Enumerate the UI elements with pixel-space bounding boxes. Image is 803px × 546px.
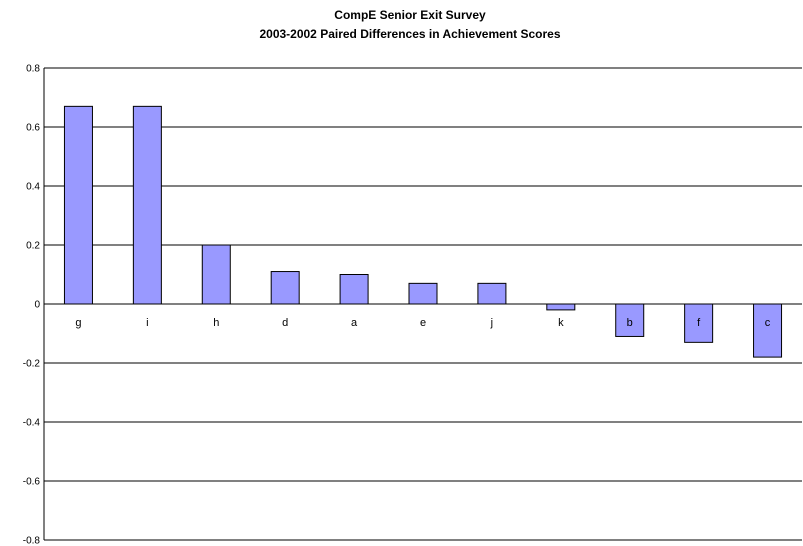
bar: [684, 303, 714, 343]
bar: [339, 274, 369, 305]
y-tick-label: 0.4: [26, 182, 40, 193]
category-label: f: [697, 317, 701, 329]
category-label: e: [420, 317, 426, 329]
category-label: i: [146, 317, 148, 329]
y-tick-label: 0.6: [26, 123, 40, 134]
bar: [63, 105, 93, 305]
bar: [408, 282, 438, 305]
y-tick-label: -0.2: [23, 359, 41, 370]
category-label: k: [558, 317, 564, 329]
bar: [270, 271, 300, 305]
category-label: b: [627, 317, 633, 329]
y-tick-label: -0.8: [23, 536, 41, 546]
bar: [477, 282, 507, 305]
category-label: h: [213, 317, 219, 329]
category-label: a: [351, 317, 358, 329]
chart-subtitle: 2003-2002 Paired Differences in Achievem…: [259, 27, 560, 41]
chart-title: CompE Senior Exit Survey: [334, 8, 486, 22]
bars: [63, 105, 783, 358]
bar: [132, 105, 162, 305]
y-tick-label: 0.8: [26, 64, 40, 75]
y-tick-label: -0.6: [23, 477, 41, 488]
category-label: j: [490, 317, 493, 329]
y-tick-label: 0.2: [26, 241, 40, 252]
y-tick-labels: 0.8 0.6 0.4 0.2 0 -0.2 -0.4 -0.6 -0.8: [23, 64, 41, 546]
category-label: c: [765, 317, 771, 329]
y-tick-label: -0.4: [23, 418, 41, 429]
bar: [753, 303, 783, 358]
y-tick-label: 0: [34, 300, 40, 311]
bar: [546, 303, 576, 311]
category-label: d: [282, 317, 288, 329]
category-label: g: [75, 317, 81, 329]
bar: [201, 244, 231, 305]
bar: [615, 303, 645, 337]
